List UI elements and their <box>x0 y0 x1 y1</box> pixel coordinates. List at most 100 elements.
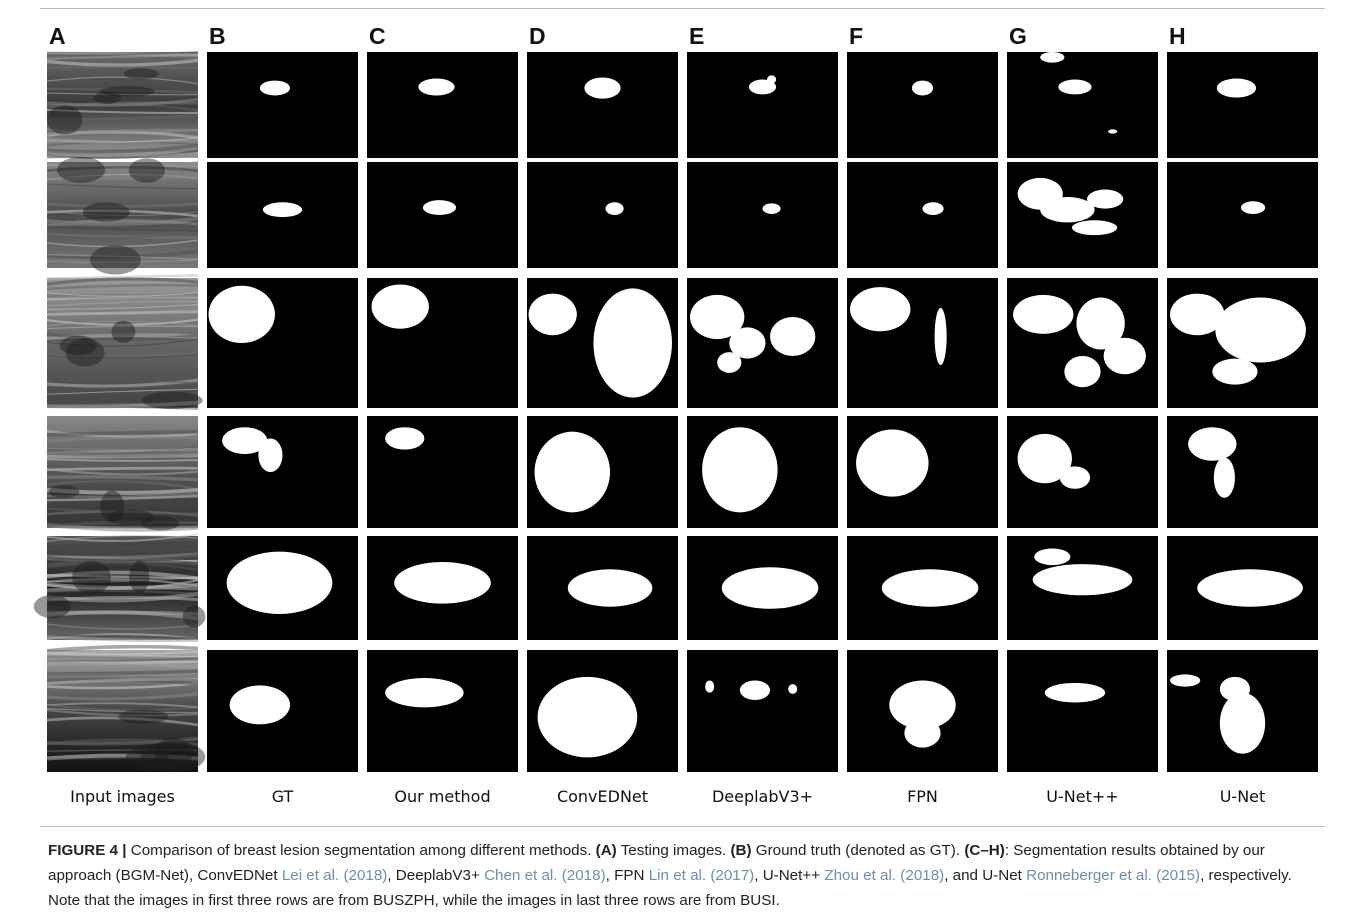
dark-region <box>154 738 193 767</box>
caption-text: Comparison of breast lesion segmentation… <box>131 842 592 859</box>
lesion-mask <box>935 308 947 365</box>
lesion-mask <box>1087 190 1123 209</box>
mask-image <box>527 162 678 268</box>
lesion-mask <box>856 429 928 496</box>
mask-image <box>527 52 678 158</box>
dark-region <box>123 68 158 79</box>
dark-region <box>141 516 179 530</box>
dark-region <box>72 561 111 594</box>
citation[interactable]: Lin et al. (2017) <box>649 867 755 884</box>
column-label: Our method <box>394 787 490 806</box>
lesion-mask <box>606 202 624 215</box>
mask-image <box>687 52 838 158</box>
lesion-mask <box>912 81 933 96</box>
mask-image <box>367 52 518 158</box>
lesion-mask <box>1058 80 1091 95</box>
lesion-mask <box>423 200 456 215</box>
page: AInput imagesBGTCOur methodDConvEDNetEDe… <box>0 0 1355 918</box>
dark-region <box>129 158 165 182</box>
lesion-mask <box>372 285 429 329</box>
citation[interactable]: Chen et al. (2018) <box>484 867 606 884</box>
caption-rule <box>40 826 1325 827</box>
lesion-mask <box>788 684 797 694</box>
lesion-mask <box>740 681 770 701</box>
lesion-mask <box>904 718 940 747</box>
lesion-mask <box>1034 548 1070 565</box>
column-label: GT <box>272 787 294 806</box>
lesion-mask <box>702 427 778 512</box>
lesion-mask <box>1072 220 1117 235</box>
lesion-mask <box>1064 356 1100 387</box>
column-label: DeeplabV3+ <box>712 787 813 806</box>
lesion-mask <box>227 552 333 614</box>
lesion-mask <box>1220 693 1265 754</box>
panel-letter: E <box>689 23 704 49</box>
lesion-mask <box>209 286 275 343</box>
lesion-mask <box>1040 197 1094 222</box>
dark-region <box>90 245 141 274</box>
lesion-mask <box>705 681 714 693</box>
dark-region <box>142 392 203 409</box>
dark-region <box>60 336 97 355</box>
lesion-mask <box>538 677 638 758</box>
panel-ref: (B) <box>730 842 751 859</box>
lesion-mask <box>584 77 620 98</box>
dark-region <box>83 202 130 221</box>
lesion-mask <box>1214 457 1235 497</box>
lesion-mask <box>1013 295 1073 334</box>
lesion-mask <box>1215 298 1306 363</box>
panel-letter: C <box>369 23 386 49</box>
mask-image <box>367 650 518 772</box>
caption-text: Testing images. <box>621 842 727 859</box>
mask-image <box>1007 52 1158 158</box>
lesion-mask <box>568 569 653 606</box>
mask-image <box>207 52 358 158</box>
mask-image <box>367 162 518 268</box>
lesion-mask <box>1241 201 1265 214</box>
lesion-mask <box>230 685 290 724</box>
lesion-mask <box>923 202 944 215</box>
dark-region <box>111 321 135 343</box>
figure-panel: AInput imagesBGTCOur methodDConvEDNetEDe… <box>0 0 1355 830</box>
dark-region <box>57 157 105 183</box>
mask-image <box>687 650 838 772</box>
panel-ref: (C–H) <box>964 842 1005 859</box>
lesion-mask <box>529 294 577 336</box>
dark-region <box>47 105 82 134</box>
column-label: U-Net++ <box>1046 787 1118 806</box>
lesion-mask <box>1040 52 1064 63</box>
lesion-mask <box>1217 79 1256 98</box>
figure-number: FIGURE 4 | <box>48 842 127 859</box>
panel-letter: D <box>529 23 546 49</box>
panel-letter: F <box>849 23 863 49</box>
mask-image <box>1167 416 1318 528</box>
citation[interactable]: Lei et al. (2018) <box>282 867 388 884</box>
column-label: ConvEDNet <box>557 787 648 806</box>
panel-letter: H <box>1169 23 1186 49</box>
lesion-mask <box>722 567 819 609</box>
lesion-mask <box>593 288 672 397</box>
lesion-mask <box>1220 677 1250 701</box>
lesion-mask <box>1104 338 1146 374</box>
citation[interactable]: Zhou et al. (2018) <box>824 867 944 884</box>
caption-text: , and U-Net <box>944 867 1022 884</box>
lesion-mask <box>1197 569 1303 606</box>
dark-region <box>129 561 149 593</box>
mask-image <box>1007 650 1158 772</box>
mask-image <box>847 52 998 158</box>
dark-region <box>49 485 80 498</box>
lesion-mask <box>882 569 979 606</box>
panel-letter: A <box>49 23 66 49</box>
lesion-mask <box>1033 564 1133 595</box>
column-label: FPN <box>907 787 938 806</box>
mask-image <box>687 162 838 268</box>
lesion-mask <box>770 317 815 356</box>
lesion-mask <box>258 438 282 472</box>
dark-region <box>118 709 168 724</box>
lesion-mask <box>1212 359 1257 385</box>
dark-region <box>34 595 71 618</box>
lesion-mask <box>394 562 491 604</box>
lesion-mask <box>385 427 424 449</box>
citation[interactable]: Ronneberger et al. (2015) <box>1026 867 1200 884</box>
lesion-mask <box>260 81 290 96</box>
